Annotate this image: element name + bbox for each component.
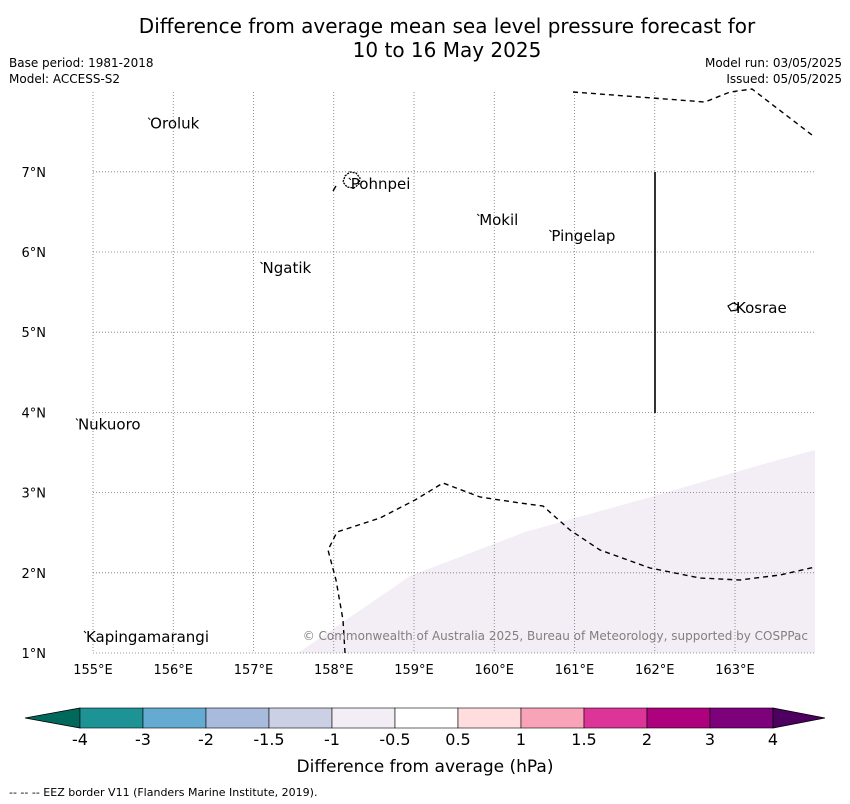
colorbar-tick-label: 2	[642, 730, 652, 749]
eez-border-north	[572, 88, 813, 136]
colorbar-swatch	[331, 707, 396, 729]
colorbar-swatch	[142, 707, 207, 729]
kosrae-island-shape	[727, 302, 739, 312]
colorbar-swatch	[79, 707, 144, 729]
island-mark	[75, 418, 79, 421]
colorbar-swatch	[583, 707, 648, 729]
base-period-text: Base period: 1981-2018	[9, 56, 154, 70]
lon-tick-label: 157°E	[234, 663, 274, 678]
place-labels: Oroluk Pohnpei Mokil Pingelap Ngatik Kosrae Nu…	[75, 115, 787, 646]
colorbar-tick-label: 3	[705, 730, 715, 749]
place-label: Pohnpei	[351, 175, 411, 193]
axis-ticks: 155°E 156°E 157°E 158°E 159°E 160°E 161°E 162°E…	[22, 166, 755, 678]
place-label: Oroluk	[150, 115, 199, 133]
lat-tick-label: 1°N	[22, 647, 47, 662]
map-title: Difference from average mean sea level p…	[0, 14, 850, 62]
lon-tick-label: 160°E	[474, 663, 514, 678]
place-label: Pingelap	[551, 227, 615, 245]
copyright-text: © Commonwealth of Australia 2025, Bureau…	[303, 629, 808, 643]
colorbar-tick-label: -2	[198, 730, 214, 749]
colorbar-tick-label: 1	[516, 730, 526, 749]
colorbar-tick-label: -1.5	[253, 730, 284, 749]
place-label: Mokil	[479, 211, 518, 229]
island-mark	[147, 117, 151, 121]
lon-tick-label: 155°E	[73, 663, 113, 678]
lon-tick-label: 161°E	[555, 663, 595, 678]
pohnpei-island-shape	[342, 171, 361, 189]
lon-tick-label: 156°E	[153, 663, 193, 678]
title-line-2: 10 to 16 May 2025	[352, 38, 542, 62]
colorbar-over-arrow	[772, 707, 826, 729]
lon-tick-label: 159°E	[394, 663, 434, 678]
colorbar-tick-label: -1	[324, 730, 340, 749]
eez-borders	[327, 88, 816, 654]
colorbar-tick-label: 4	[768, 730, 778, 749]
colorbar-label: Difference from average (hPa)	[297, 757, 554, 777]
lat-tick-label: 5°N	[22, 326, 47, 341]
lat-tick-label: 3°N	[22, 487, 47, 502]
colorbar-tick-label: 0.5	[445, 730, 470, 749]
lon-tick-label: 158°E	[314, 663, 354, 678]
colorbar-swatch	[457, 707, 522, 729]
colorbar-tick-label: -4	[72, 730, 88, 749]
colorbar-under-arrow	[24, 707, 81, 729]
issued-text: Issued: 05/05/2025	[726, 72, 842, 86]
lon-tick-label: 162°E	[635, 663, 675, 678]
island-mark	[549, 229, 552, 233]
anomaly-area-negative-half	[298, 450, 815, 653]
colorbar-swatch	[646, 707, 711, 729]
lat-tick-label: 4°N	[22, 406, 47, 421]
lat-tick-label: 2°N	[22, 567, 47, 582]
colorbar-swatch	[520, 707, 585, 729]
place-label: Kosrae	[736, 299, 787, 317]
island-mark	[348, 177, 352, 181]
colorbar-tick-label: -3	[135, 730, 151, 749]
lon-tick-label: 163°E	[715, 663, 755, 678]
colorbar-swatch	[709, 707, 774, 729]
colorbar: -4 -3 -2 -1.5 -1 -0.5 0.5 1 1.5 2 3 4	[24, 707, 826, 749]
meta-left: Base period: 1981-2018 Model: ACCESS-S2	[9, 55, 154, 87]
colorbar-swatch	[268, 707, 333, 729]
colorbar-swatch	[394, 707, 459, 729]
footer-legend-note: -- -- -- EEZ border V11 (Flanders Marine…	[9, 786, 318, 799]
colorbar-tick-label: 1.5	[571, 730, 596, 749]
lat-tick-label: 6°N	[22, 246, 47, 261]
model-run-text: Model run: 03/05/2025	[704, 56, 842, 70]
place-label: Ngatik	[263, 259, 312, 277]
graticule	[92, 92, 815, 654]
island-mark	[83, 630, 87, 634]
lat-tick-label: 7°N	[22, 166, 47, 181]
model-text: Model: ACCESS-S2	[9, 72, 121, 86]
colorbar-swatch	[205, 707, 270, 729]
title-line-1: Difference from average mean sea level p…	[138, 14, 756, 38]
colorbar-tick-label: -0.5	[379, 730, 410, 749]
island-mark	[733, 301, 737, 305]
island-mark	[476, 213, 480, 217]
eez-border-south	[327, 482, 816, 654]
islands	[342, 171, 739, 312]
anomaly-shading	[298, 450, 815, 653]
place-label: Nukuoro	[78, 415, 141, 433]
meta-right: Model run: 03/05/2025 Issued: 05/05/2025	[705, 55, 842, 87]
place-label: Kapingamarangi	[86, 628, 209, 646]
eez-border-fragment-pohnpei	[332, 185, 337, 192]
island-mark	[260, 261, 263, 265]
